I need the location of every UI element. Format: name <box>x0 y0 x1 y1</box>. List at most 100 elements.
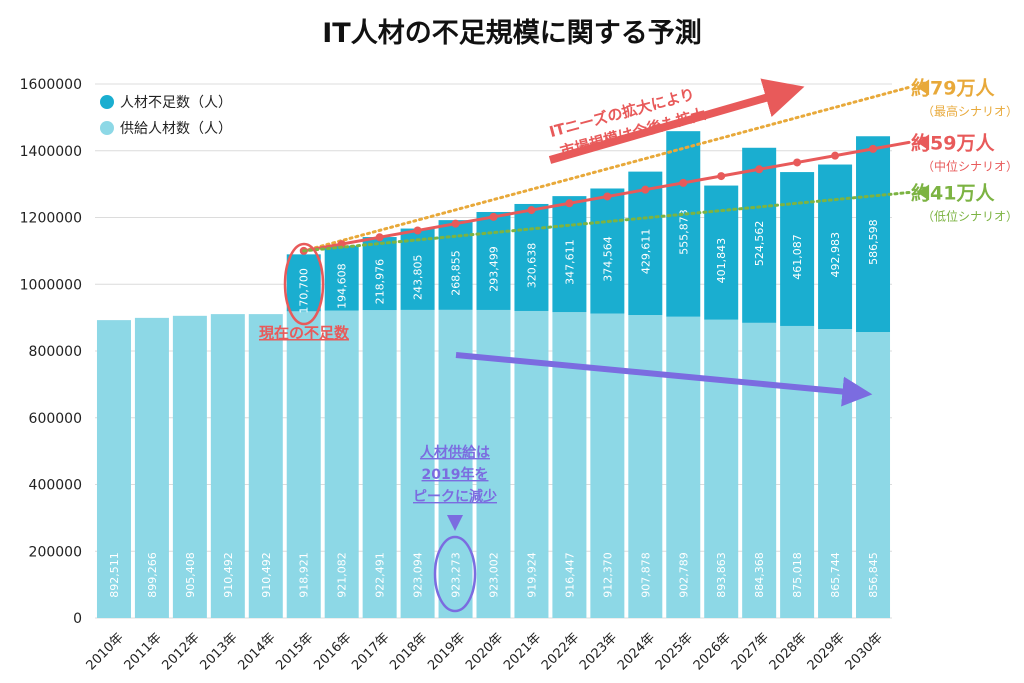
bar-shortage <box>590 188 625 314</box>
scenario-sublabel: （最高シナリオ） <box>922 103 1018 118</box>
bar-supply <box>590 313 625 618</box>
x-tick-label: 2017年 <box>349 630 392 673</box>
scenario-point <box>451 219 460 228</box>
shortage-value-label: 374,564 <box>601 236 614 282</box>
x-tick-label: 2021年 <box>501 630 544 673</box>
legend-swatch-shortage <box>100 95 114 109</box>
x-tick-label: 2013年 <box>197 630 240 673</box>
shortage-value-label: 320,638 <box>525 243 538 289</box>
supply-value-label: 922,491 <box>374 552 387 598</box>
current-shortage-label: 現在の不足数 <box>259 324 350 342</box>
supply-peak-line-2: 2019年を <box>422 466 489 483</box>
x-tick-label: 2012年 <box>160 630 203 673</box>
supply-value-label: 921,082 <box>336 552 349 598</box>
scenario-lines: 約79万人 （最高シナリオ） 約59万人 （中位シナリオ） 約41万人 （低位シナリオ） <box>299 76 1018 255</box>
bar-supply <box>400 309 435 618</box>
scenario-point <box>641 185 650 194</box>
scenario-point <box>375 233 384 242</box>
scenario-point <box>603 192 612 201</box>
bars: 892,511 899,266 905,408 910,492 910,492 918,9… <box>96 131 891 618</box>
shortage-value-label: 524,562 <box>753 221 766 267</box>
supply-value-label: 875,018 <box>791 552 804 598</box>
supply-value-label: 899,266 <box>146 552 159 598</box>
legend-label-supply: 供給人材数（人） <box>120 121 232 137</box>
scenario-pointer <box>917 79 930 96</box>
bar-supply <box>172 315 207 618</box>
supply-value-label: 918,921 <box>298 552 311 598</box>
bar-supply <box>780 325 815 618</box>
scenario-pointer <box>917 134 930 151</box>
supply-value-label: 912,370 <box>601 552 614 598</box>
x-tick-label: 2014年 <box>235 630 278 673</box>
x-tick-label: 2016年 <box>311 630 354 673</box>
bar-shortage <box>818 164 853 330</box>
legend-label-shortage: 人材不足数（人） <box>120 95 232 111</box>
supply-value-label: 892,511 <box>108 552 121 598</box>
supply-value-label: 916,447 <box>563 552 576 598</box>
x-tick-label: 2023年 <box>577 630 620 673</box>
y-tick-label: 0 <box>73 611 82 627</box>
bar-supply <box>134 317 169 618</box>
supply-value-label: 910,492 <box>222 552 235 598</box>
x-tick-label: 2025年 <box>653 630 696 673</box>
scenario-point <box>489 212 498 221</box>
shortage-value-label: 293,499 <box>488 246 501 292</box>
scenario-line <box>302 190 911 253</box>
x-tick-label: 2030年 <box>843 630 886 673</box>
supply-value-label: 884,368 <box>753 552 766 598</box>
bar-shortage <box>856 136 891 333</box>
shortage-value-label: 194,608 <box>336 263 349 309</box>
scenario-label: 約41万人 <box>911 181 995 204</box>
scenario-point <box>831 151 840 160</box>
market-growth-arrow <box>548 78 805 164</box>
scenario-point <box>679 178 688 187</box>
scenario-label: 約59万人 <box>911 131 995 154</box>
supply-value-label: 907,878 <box>639 552 652 598</box>
bar-supply <box>742 322 777 618</box>
bar-shortage <box>704 185 739 320</box>
supply-peak-line-3: ピークに減少 <box>413 488 497 505</box>
y-tick-label: 200000 <box>29 544 82 560</box>
y-tick-label: 1000000 <box>20 277 82 293</box>
x-tick-label: 2028年 <box>767 630 810 673</box>
bar-shortage <box>628 171 663 315</box>
bar-shortage <box>780 172 815 326</box>
scenario-point <box>565 199 574 208</box>
y-tick-label: 1400000 <box>20 144 82 160</box>
bar-shortage <box>286 254 321 312</box>
supply-value-label: 905,408 <box>184 552 197 598</box>
scenario-point <box>869 144 878 153</box>
supply-value-label: 893,863 <box>715 552 728 598</box>
bar-shortage <box>476 211 511 310</box>
y-tick-label: 600000 <box>29 411 82 427</box>
supply-peak-annotation: 人材供給は 2019年を ピークに減少 <box>413 444 497 613</box>
x-tick-label: 2015年 <box>273 630 316 673</box>
current-shortage-circle <box>283 242 325 326</box>
scenario-point <box>413 226 422 235</box>
down-triangle-icon <box>447 515 463 531</box>
supply-peak-line-1: 人材供給は <box>420 444 490 461</box>
scenario-point <box>717 172 726 181</box>
y-tick-label: 1600000 <box>20 77 82 93</box>
x-tick-label: 2010年 <box>84 630 127 673</box>
bar-shortage <box>666 131 701 317</box>
shortage-value-label: 461,087 <box>791 234 804 280</box>
supply-decline-arrow <box>455 352 873 407</box>
x-axis: 2010年2011年2012年2013年2014年2015年2016年2017年… <box>84 630 886 673</box>
bar-supply <box>324 310 359 618</box>
supply-value-label: 902,789 <box>677 552 690 598</box>
x-tick-label: 2027年 <box>729 630 772 673</box>
x-tick-label: 2026年 <box>691 630 734 673</box>
supply-value-label: 910,492 <box>260 552 273 598</box>
y-tick-label: 400000 <box>29 478 82 494</box>
shortage-value-label: 555,873 <box>677 209 690 255</box>
y-axis: 0 200000 400000 600000 800000 1000000 1200000 1… <box>20 77 82 627</box>
scenario-point <box>527 206 536 215</box>
bar-supply <box>286 311 321 618</box>
bar-supply <box>666 316 701 618</box>
legend: 人材不足数（人） 供給人材数（人） <box>100 95 232 137</box>
scenario-sublabel: （低位シナリオ） <box>922 208 1018 223</box>
scenario-label: 約79万人 <box>911 76 995 99</box>
bar-supply <box>438 309 473 618</box>
